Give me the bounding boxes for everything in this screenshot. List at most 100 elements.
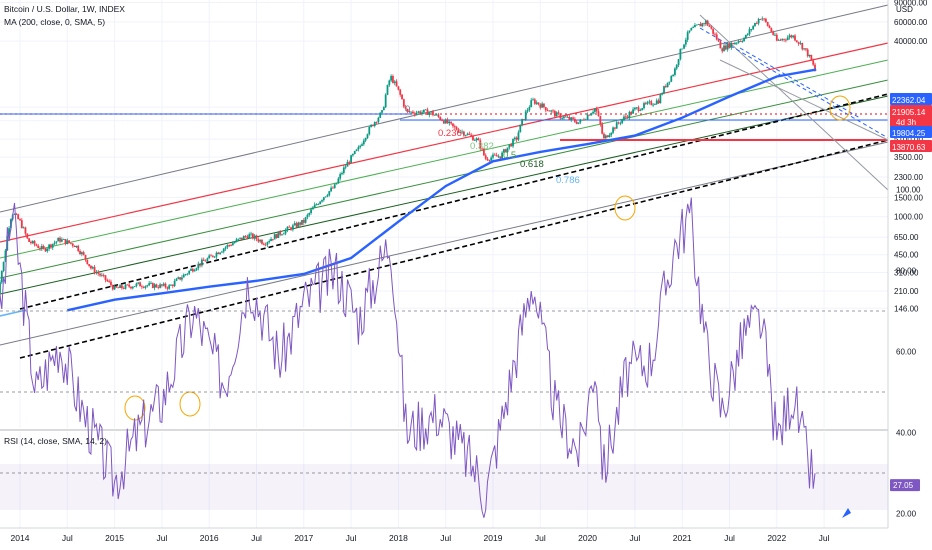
candle-body xyxy=(790,35,793,38)
time-tick-label: 2016 xyxy=(200,533,219,543)
candle-body xyxy=(35,244,38,246)
candle-body xyxy=(659,94,662,104)
candle-body xyxy=(723,45,725,52)
candle-body xyxy=(544,107,547,111)
candle-body xyxy=(204,260,207,262)
candle-body xyxy=(368,126,371,135)
candle-body xyxy=(148,283,151,286)
candle-body xyxy=(555,112,558,117)
candle-body xyxy=(253,235,256,239)
rsi-tick-label: 60.00 xyxy=(896,348,917,357)
candle-body xyxy=(608,135,611,138)
candle-body xyxy=(188,270,191,274)
candle-body xyxy=(459,131,462,133)
candle-body xyxy=(2,261,5,271)
candle-body xyxy=(586,114,589,120)
candle-body xyxy=(195,268,198,271)
price-candles xyxy=(0,16,816,295)
candle-body xyxy=(171,284,174,287)
candle-body xyxy=(239,237,242,239)
candle-body xyxy=(422,109,425,113)
candle-body xyxy=(244,236,247,237)
time-axis[interactable]: 2014 Jul 2015 Jul 2016 Jul 2017 Jul 2018 Jul 2019 J… xyxy=(0,527,888,543)
candle-body xyxy=(284,229,287,234)
candle-body xyxy=(308,212,311,215)
candle-body xyxy=(433,114,436,116)
candle-body xyxy=(235,239,238,242)
candle-body xyxy=(53,242,56,244)
candle-body xyxy=(131,286,134,289)
candle-body xyxy=(486,158,489,161)
candle-body xyxy=(499,156,502,159)
candle-body xyxy=(315,204,318,206)
candle-body xyxy=(686,32,689,40)
time-tick-label: 2018 xyxy=(389,533,408,543)
candle-body xyxy=(630,111,633,114)
channel-upper xyxy=(0,4,889,213)
candle-body xyxy=(675,64,678,69)
candle-body xyxy=(424,109,427,111)
candle-body xyxy=(79,251,81,254)
candle-body xyxy=(497,156,500,158)
candle-body xyxy=(457,129,460,133)
candle-body xyxy=(468,133,471,135)
rsi-tick-label: 20.00 xyxy=(896,510,917,519)
candle-body xyxy=(168,285,171,289)
candle-body xyxy=(317,204,320,205)
price-tick-label: 310.00 xyxy=(894,268,919,277)
candle-body xyxy=(779,39,782,41)
candle-body xyxy=(814,64,816,71)
price-tag-label: 21905.14 xyxy=(892,108,926,117)
candle-body xyxy=(410,111,413,113)
price-tag-label: 13870.63 xyxy=(892,143,926,152)
candle-body xyxy=(781,38,784,41)
candle-body xyxy=(190,268,192,271)
candle-body xyxy=(663,86,665,94)
price-tag-box xyxy=(890,126,932,138)
candle-body xyxy=(643,103,645,109)
candle-body xyxy=(175,278,178,281)
candle-body xyxy=(415,112,418,115)
candle-body xyxy=(395,81,398,87)
candle-body xyxy=(117,287,120,289)
candle-body xyxy=(664,86,667,88)
symbol-title: Bitcoin / U.S. Dollar, 1W, INDEX xyxy=(4,4,125,14)
candle-body xyxy=(799,42,802,44)
candle-body xyxy=(242,236,245,240)
candle-body xyxy=(110,281,112,286)
candle-body xyxy=(535,102,538,104)
candle-body xyxy=(270,238,272,242)
candle-body xyxy=(288,226,291,228)
candle-body xyxy=(353,150,356,154)
candle-body xyxy=(139,282,141,287)
candle-body xyxy=(735,42,738,44)
candle-body xyxy=(57,237,60,242)
rsi-axis[interactable]: 100.00 80.00 60.00 40.00 20.00 xyxy=(887,186,921,529)
candle-body xyxy=(193,270,196,272)
candle-body xyxy=(357,147,360,150)
candle-body xyxy=(593,108,596,112)
candle-body xyxy=(124,284,127,289)
candle-body xyxy=(341,173,343,174)
candle-body xyxy=(526,110,529,112)
price-tick-label: 650.00 xyxy=(894,233,919,242)
candle-body xyxy=(599,116,602,125)
candle-body xyxy=(553,110,556,117)
candle-body xyxy=(759,19,762,20)
candle-body xyxy=(672,74,675,77)
fib-line-0618 xyxy=(0,95,889,295)
candle-body xyxy=(743,38,745,42)
candle-body xyxy=(606,135,609,138)
candle-body xyxy=(297,222,300,227)
candle-body xyxy=(90,265,92,269)
candle-body xyxy=(161,284,163,286)
price-tag-box xyxy=(890,93,932,105)
candle-body xyxy=(579,120,582,123)
candle-body xyxy=(71,243,74,246)
candle-body xyxy=(140,286,143,288)
candle-body xyxy=(197,263,200,269)
candle-body xyxy=(417,111,420,113)
time-tick-label: Jul xyxy=(440,533,451,543)
time-tick-label: 2014 xyxy=(11,533,30,543)
